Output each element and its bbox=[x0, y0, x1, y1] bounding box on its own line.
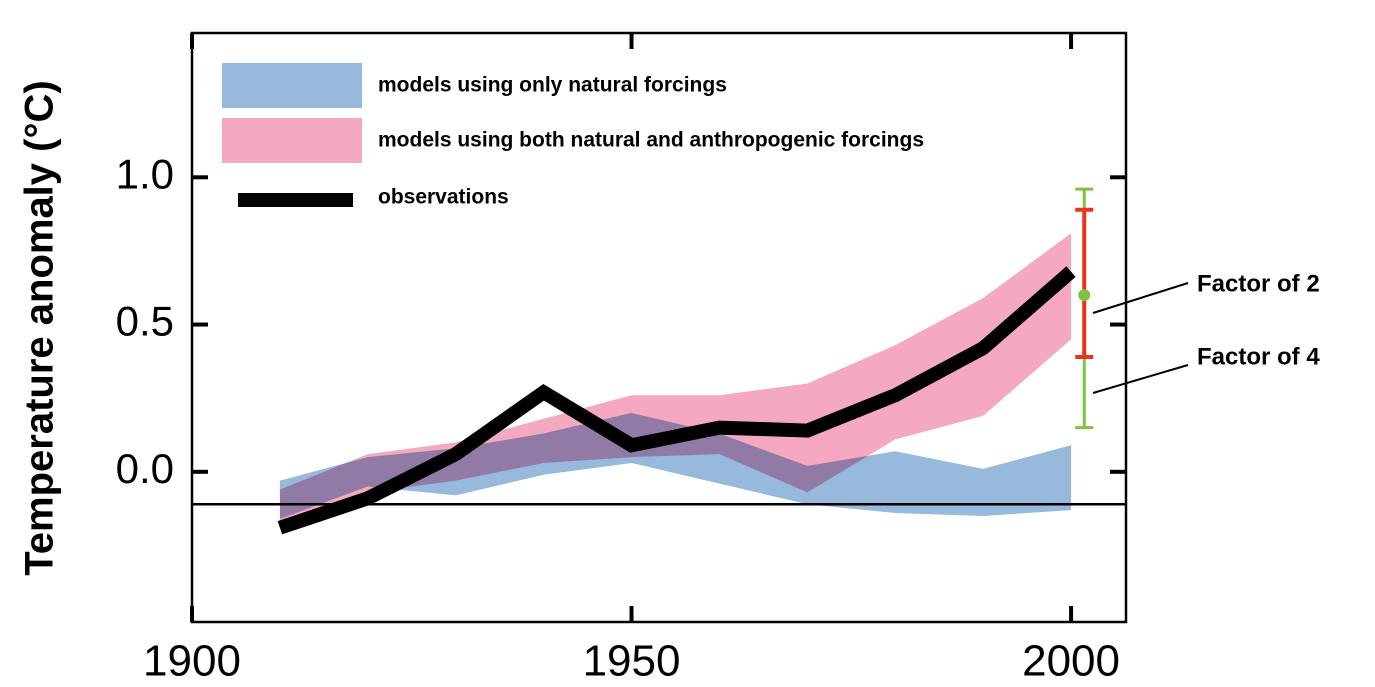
model-band bbox=[279, 412, 1072, 519]
annotation-line bbox=[1092, 282, 1189, 314]
observation-line bbox=[277, 266, 1076, 535]
annotation: Factor of 2 bbox=[1197, 270, 1320, 297]
model-band bbox=[279, 233, 1072, 525]
y-tick-label: 0.0 bbox=[116, 445, 174, 492]
legend-label: models using both natural and anthropoge… bbox=[378, 129, 924, 152]
y-axis-label: Temperature anomaly (°C) bbox=[18, 80, 62, 575]
x-tick-label: 1900 bbox=[143, 637, 241, 686]
annotation-line bbox=[1092, 364, 1189, 394]
legend-label: models using only natural forcings bbox=[378, 74, 727, 97]
error-center bbox=[1078, 289, 1091, 302]
plot-frame bbox=[190, 31, 1128, 624]
y-tick-label: 0.5 bbox=[116, 298, 174, 345]
annotation: Factor of 4 bbox=[1197, 343, 1320, 370]
legend-swatch bbox=[222, 118, 362, 163]
x-tick-label: 2000 bbox=[1022, 637, 1120, 686]
x-tick-label: 1950 bbox=[583, 637, 681, 686]
legend-label: observations bbox=[378, 186, 509, 209]
y-tick-label: 1.0 bbox=[116, 150, 174, 197]
legend-swatch bbox=[222, 63, 362, 108]
